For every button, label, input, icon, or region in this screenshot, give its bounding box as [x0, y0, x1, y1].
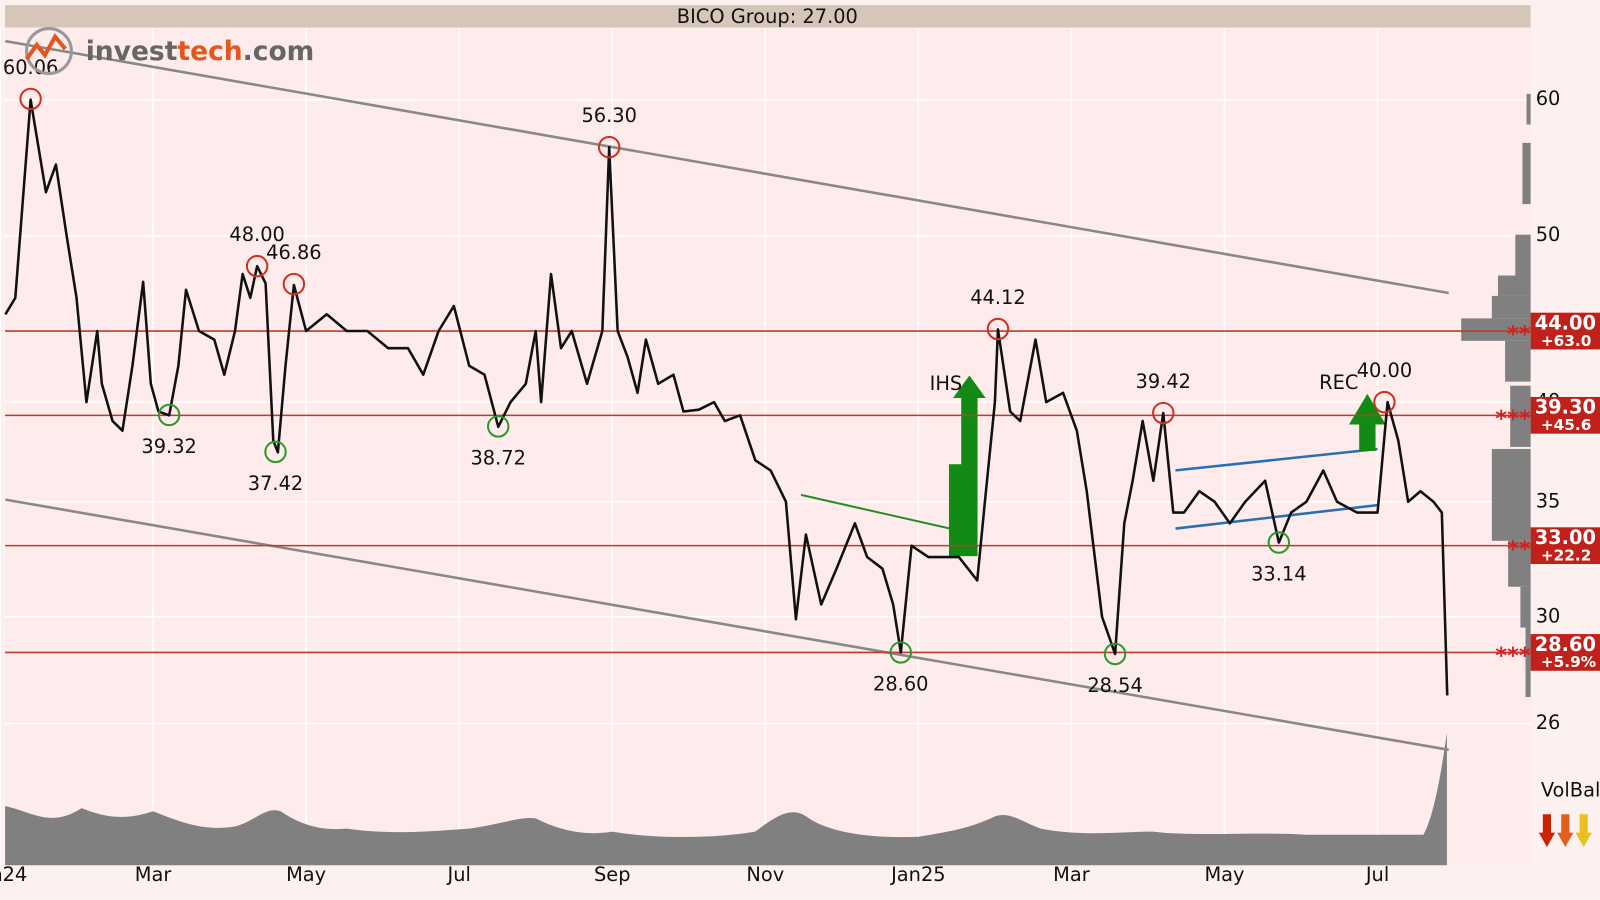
volume-area [5, 732, 1447, 866]
rec-arrow [1348, 393, 1386, 452]
level-label: 28.60 [1535, 633, 1596, 656]
level-change: +22.2 [1541, 546, 1592, 564]
extreme-label: 28.54 [1087, 674, 1142, 697]
y-tick-label: 50 [1536, 223, 1561, 246]
level-label: 33.00 [1535, 526, 1596, 549]
level-box [1530, 527, 1600, 565]
extreme-label: 39.32 [141, 435, 196, 458]
extreme-label: 44.12 [970, 286, 1025, 309]
volume-histogram [1461, 93, 1531, 697]
extreme-marker [889, 641, 912, 664]
volbal-arrows [1538, 814, 1592, 847]
trend-line [5, 498, 1449, 752]
extreme-marker [282, 272, 306, 296]
x-tick-label: Jan24 [0, 863, 27, 886]
extreme-label: 37.42 [248, 472, 303, 495]
extreme-marker [19, 87, 42, 111]
y-tick-label: 60 [1536, 87, 1561, 110]
extreme-label: 60.06 [3, 56, 58, 79]
level-stars: ** [1507, 536, 1531, 562]
level-change: +63.0 [1541, 332, 1592, 350]
level-box [1530, 312, 1600, 350]
title-bar [5, 5, 1531, 28]
price-line [4, 98, 1449, 696]
extreme-marker [157, 403, 181, 427]
x-tick-label: Jul [446, 863, 470, 886]
ihs-arrow [948, 375, 986, 557]
x-tick-label: Mar [1053, 863, 1090, 886]
y-tick-label: 35 [1536, 489, 1561, 512]
level-change: +45.6 [1541, 416, 1592, 434]
extreme-marker [1103, 642, 1127, 666]
extreme-marker [1152, 401, 1175, 425]
x-tick-label: Nov [746, 863, 784, 886]
level-label: 39.30 [1535, 396, 1596, 419]
level-stars: *** [1495, 643, 1530, 669]
level-stars: *** [1495, 406, 1530, 432]
extreme-label: 33.14 [1251, 563, 1306, 586]
level-stars: ** [1507, 322, 1531, 348]
level-label: 44.00 [1535, 311, 1596, 334]
x-tick-label: Sep [594, 863, 631, 886]
extreme-marker [264, 440, 287, 464]
trend-line [5, 39, 1449, 295]
extreme-marker [597, 135, 621, 159]
extreme-label: 46.86 [266, 241, 321, 264]
logo: investtech.com [24, 27, 315, 75]
extreme-marker [1373, 390, 1396, 414]
rect-top [1175, 447, 1378, 472]
extreme-label: 28.60 [873, 673, 928, 696]
extreme-label: 40.00 [1357, 359, 1412, 382]
x-tick-label: Mar [135, 863, 172, 886]
plot-area [5, 28, 1531, 866]
pattern-label: REC [1319, 371, 1358, 394]
extreme-marker [486, 415, 510, 438]
extreme-label: 38.72 [470, 447, 525, 470]
x-tick-label: May [286, 863, 326, 886]
level-box [1530, 396, 1600, 434]
extreme-label: 39.42 [1136, 370, 1191, 393]
chart-title: BICO Group: 27.00 [677, 5, 858, 28]
ihs-neckline [800, 493, 960, 532]
marks: Jan24 Mar May Jul Sep Nov Jan25 Mar May Jul 26 30 35… [0, 39, 1600, 886]
x-tick-label: Jan25 [890, 863, 946, 886]
pattern-label: IHS [930, 372, 963, 395]
level-box [1530, 634, 1600, 671]
indicator-label: VolBal [1541, 778, 1600, 801]
extreme-label: 48.00 [229, 223, 284, 246]
y-tick-label: 26 [1536, 711, 1561, 734]
extreme-marker [986, 317, 1010, 341]
level-change: +5.9% [1541, 653, 1596, 671]
rect-bottom [1175, 503, 1378, 530]
x-tick-label: Jul [1365, 863, 1389, 886]
y-tick-label: 30 [1536, 604, 1561, 627]
extreme-label: 56.30 [581, 104, 636, 127]
extreme-marker [1267, 531, 1291, 554]
logo-text: investtech.com [86, 36, 315, 67]
grid [0, 28, 1531, 866]
x-tick-label: May [1204, 863, 1244, 886]
extreme-marker [245, 254, 269, 278]
